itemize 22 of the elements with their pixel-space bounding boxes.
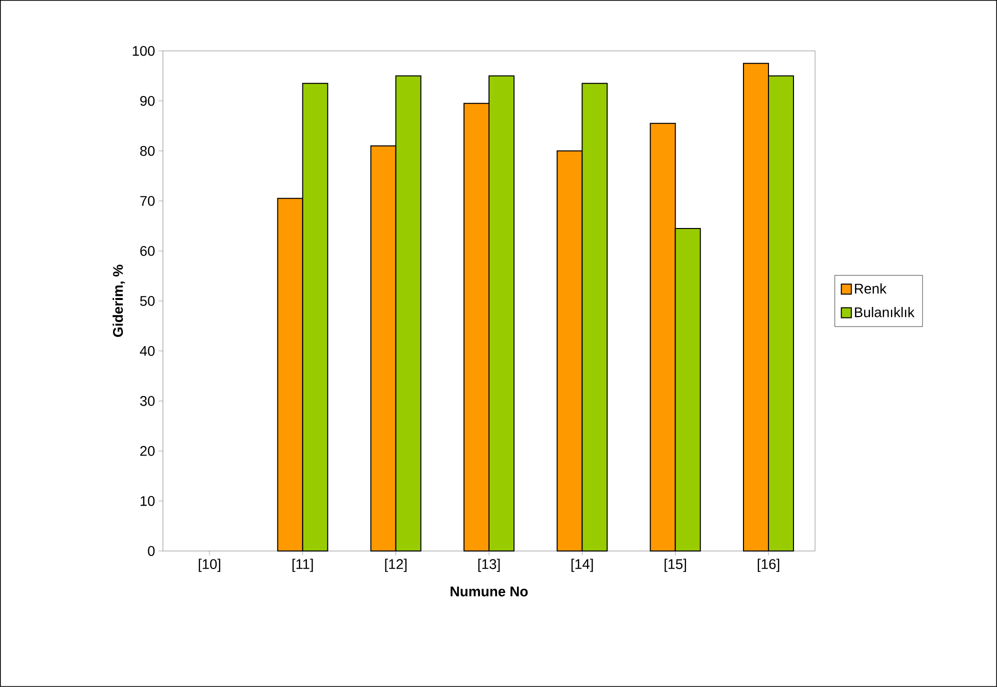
legend-label: Renk (854, 283, 887, 294)
y-tick-label: 50 (140, 296, 155, 306)
y-tick-label: 20 (140, 446, 155, 456)
x-axis-title: Numune No (450, 586, 528, 596)
y-tick-label: 40 (140, 346, 155, 356)
x-tick-label: [15] (664, 558, 686, 572)
x-tick-label: [10] (198, 558, 220, 572)
x-tick-label: [14] (571, 558, 593, 572)
x-tick-label: [12] (385, 558, 407, 572)
x-tick-label: [11] (292, 558, 313, 572)
y-tick-label: 60 (140, 246, 155, 256)
x-tick-label: [16] (758, 558, 780, 572)
legend-label: Bulanıklık (854, 306, 915, 318)
y-axis-title: Giderim, % (112, 264, 125, 337)
y-tick-label: 80 (140, 146, 155, 156)
y-tick-label: 70 (140, 196, 155, 206)
y-tick-label: 30 (140, 396, 155, 406)
y-tick-label: 0 (148, 546, 155, 556)
y-tick-label: 10 (140, 496, 155, 506)
x-tick-label: [13] (478, 558, 500, 572)
y-tick-label: 100 (132, 46, 155, 56)
y-tick-label: 90 (140, 96, 155, 106)
